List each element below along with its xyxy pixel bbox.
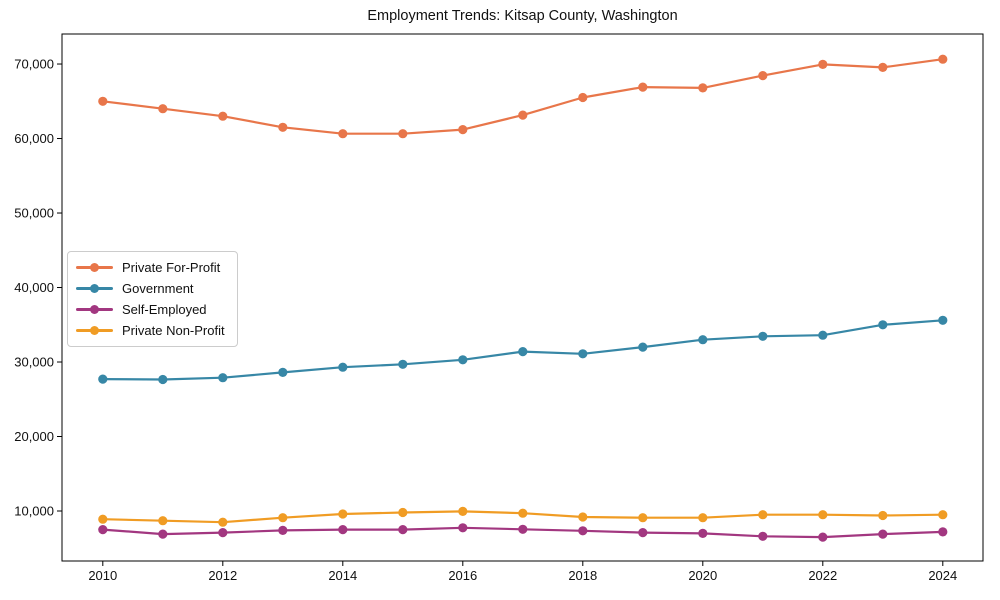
data-point-marker [698,83,708,93]
x-axis-tick-label: 2010 [88,568,117,583]
data-point-marker [518,508,528,518]
y-axis-tick-label: 40,000 [14,280,54,295]
data-point-marker [398,129,408,139]
data-point-marker [278,513,288,523]
x-axis-tick-label: 2020 [688,568,717,583]
data-point-marker [158,516,168,526]
data-point-marker [98,525,108,535]
data-point-marker [878,62,888,72]
data-point-marker [938,315,948,325]
legend-marker-self-employed [76,304,113,315]
data-point-marker [698,335,708,345]
x-axis-tick-label: 2018 [568,568,597,583]
data-point-marker [818,532,828,542]
data-point-marker [638,513,648,523]
data-point-marker [878,529,888,539]
data-point-marker [278,367,288,377]
legend-label: Government [122,281,194,296]
y-axis-tick-label: 60,000 [14,131,54,146]
y-axis-tick-label: 50,000 [14,206,54,221]
data-point-marker [938,54,948,64]
data-point-marker [638,528,648,538]
y-axis-tick-label: 20,000 [14,429,54,444]
data-point-marker [158,529,168,539]
data-point-marker [698,513,708,523]
legend-item-private-for-profit: Private For-Profit [76,257,225,278]
data-point-marker [218,517,228,527]
data-point-marker [458,125,468,135]
data-point-marker [218,373,228,383]
data-point-marker [758,531,768,541]
x-axis-tick-label: 2022 [808,568,837,583]
legend-marker-private-for-profit [76,262,113,273]
x-axis-tick-label: 2016 [448,568,477,583]
data-point-marker [758,510,768,520]
data-point-marker [818,510,828,520]
data-point-marker [878,320,888,330]
data-point-marker [398,525,408,535]
legend-item-private-non-profit: Private Non-Profit [76,320,225,341]
data-point-marker [518,347,528,357]
data-point-marker [458,523,468,533]
data-point-marker [98,374,108,384]
data-point-marker [518,524,528,534]
data-point-marker [878,510,888,521]
data-point-marker [818,330,828,340]
data-point-marker [758,71,768,81]
data-point-marker [518,110,528,120]
data-point-marker [938,510,948,520]
data-point-marker [638,82,648,92]
legend: Private For-Profit Government Self-Emplo… [67,251,238,347]
data-point-marker [278,525,288,536]
data-point-marker [458,355,468,365]
data-point-marker [218,528,228,538]
data-point-marker [578,92,588,103]
legend-marker-government [76,283,113,294]
data-point-marker [398,359,408,369]
data-point-marker [758,331,768,341]
data-point-marker [578,512,588,522]
legend-item-self-employed: Self-Employed [76,299,225,320]
data-point-marker [398,507,408,518]
plot-border [61,33,984,562]
data-point-marker [338,509,348,519]
x-axis-tick-label: 2012 [208,568,237,583]
y-axis-tick-label: 30,000 [14,355,54,370]
data-point-marker [98,514,108,524]
data-point-marker [458,506,468,516]
data-point-marker [938,527,948,537]
data-point-marker [818,59,828,69]
data-point-marker [338,362,348,372]
data-point-marker [278,122,288,132]
series-line [101,58,944,135]
x-axis-tick-label: 2024 [928,568,957,583]
data-point-marker [578,349,588,359]
data-point-marker [578,526,588,536]
x-axis-tick-label: 2014 [328,568,357,583]
data-point-marker [638,342,648,352]
legend-label: Private For-Profit [122,260,221,275]
data-point-marker [338,525,348,535]
legend-item-government: Government [76,278,225,299]
data-point-marker [698,528,708,539]
legend-label: Self-Employed [122,302,207,317]
data-point-marker [218,111,228,121]
data-point-marker [158,104,168,114]
data-point-marker [338,129,348,139]
chart-title: Employment Trends: Kitsap County, Washin… [367,8,678,24]
data-point-marker [98,96,108,106]
legend-marker-private-non-profit [76,325,113,336]
y-axis-tick-label: 10,000 [14,504,54,519]
data-point-marker [158,374,168,385]
legend-label: Private Non-Profit [122,323,225,338]
y-axis-tick-label: 70,000 [14,57,54,72]
